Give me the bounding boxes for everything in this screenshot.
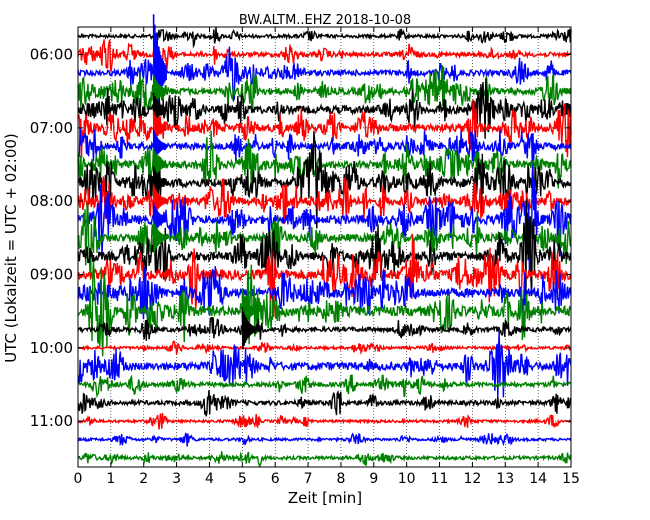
x-tick-label: 13	[496, 471, 514, 487]
trace-line	[77, 432, 572, 447]
event-spike	[152, 14, 167, 126]
x-tick-label: 2	[139, 471, 148, 487]
x-axis-label: Zeit [min]	[288, 489, 362, 507]
x-tick-label: 1	[106, 471, 115, 487]
event-spike	[241, 307, 256, 350]
event-spike	[152, 111, 167, 143]
y-tick-label: 06:00	[30, 46, 73, 64]
x-tick-label: 8	[336, 471, 345, 487]
event-spike	[152, 129, 167, 162]
x-tick-label: 14	[529, 471, 547, 487]
x-tick-label: 9	[369, 471, 378, 487]
trace-line	[77, 340, 572, 356]
trace-line	[77, 451, 572, 468]
trace-line	[77, 374, 572, 399]
chart-title: BW.ALTM..EHZ 2018-10-08	[239, 13, 411, 28]
x-tick-label: 11	[431, 471, 449, 487]
trace-line	[77, 199, 572, 297]
y-tick-label: 11:00	[30, 412, 73, 430]
y-tick-label: 10:00	[30, 339, 73, 357]
event-spike	[152, 74, 167, 107]
trace-line	[77, 316, 572, 341]
x-tick-label: 4	[205, 471, 214, 487]
event-spike	[152, 202, 167, 235]
y-tick-label: 09:00	[30, 266, 73, 284]
x-tick-label: 0	[74, 471, 83, 487]
x-tick-label: 3	[172, 471, 181, 487]
event-spike	[152, 221, 167, 253]
y-tick-label: 08:00	[30, 192, 73, 210]
event-spike	[152, 147, 167, 180]
event-spike	[152, 92, 167, 125]
plot-frame	[77, 26, 572, 468]
trace-line	[77, 413, 572, 430]
x-tick-label: 5	[238, 471, 247, 487]
x-axis-ticks: 0 1 2 3 4 5 6 7 8 9 10 11 12 13 14 15	[74, 27, 580, 487]
x-tick-label: 6	[271, 471, 280, 487]
trace-layer	[77, 14, 572, 468]
y-tick-label: 07:00	[30, 119, 73, 137]
x-tick-label: 10	[398, 471, 416, 487]
x-tick-label: 12	[463, 471, 481, 487]
trace-line	[77, 261, 572, 357]
trace-line	[77, 389, 572, 417]
trace-line	[77, 27, 572, 49]
x-tick-label: 15	[562, 471, 580, 487]
trace-line	[77, 266, 572, 320]
trace-line	[77, 330, 572, 400]
y-axis-ticks: 06:00 07:00 08:00 09:00 10:00 11:00	[30, 46, 571, 430]
event-spike	[152, 184, 167, 217]
event-spike	[152, 166, 167, 198]
x-tick-label: 7	[304, 471, 313, 487]
y-axis-label: UTC (Lokalzeit = UTC + 02:00)	[2, 133, 20, 363]
event-spike	[241, 289, 256, 332]
